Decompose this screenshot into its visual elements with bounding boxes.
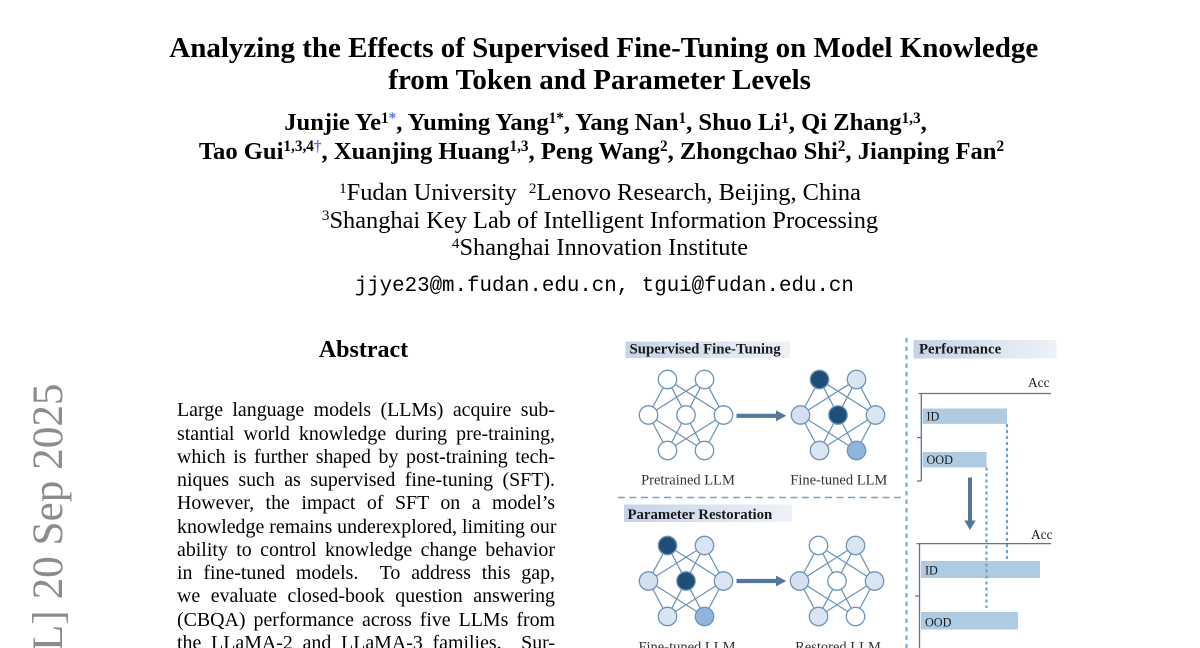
svg-text:OOD: OOD: [927, 453, 954, 467]
svg-text:ID: ID: [927, 410, 940, 424]
svg-text:Fine-tuned LLM: Fine-tuned LLM: [790, 473, 887, 489]
svg-text:Fine-tuned LLM: Fine-tuned LLM: [638, 639, 735, 648]
svg-text:Acc: Acc: [1028, 375, 1050, 390]
svg-text:Pretrained LLM: Pretrained LLM: [641, 473, 735, 489]
svg-text:Supervised Fine-Tuning: Supervised Fine-Tuning: [630, 342, 782, 358]
svg-text:Performance: Performance: [919, 342, 1002, 358]
svg-text:Acc: Acc: [1031, 527, 1053, 542]
svg-text:ID: ID: [925, 564, 938, 578]
svg-text:Restored LLM: Restored LLM: [795, 639, 881, 648]
svg-text:Parameter Restoration: Parameter Restoration: [628, 507, 773, 523]
svg-text:OOD: OOD: [925, 616, 952, 630]
